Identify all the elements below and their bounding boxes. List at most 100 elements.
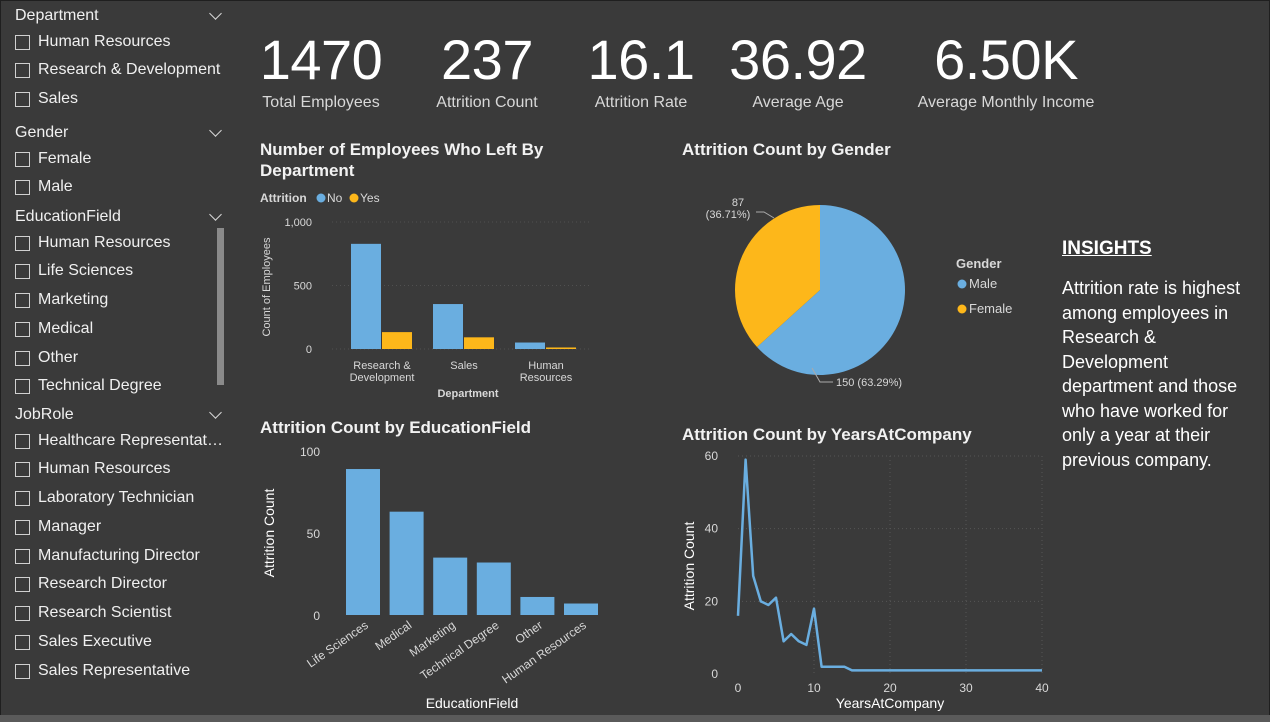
- checkbox[interactable]: [15, 235, 30, 251]
- slicer-item-department-rnd[interactable]: Research & Development: [15, 59, 225, 81]
- slicer-item-jobrole-lab[interactable]: Laboratory Technician: [15, 487, 225, 509]
- legend-marker-yes[interactable]: [349, 193, 359, 203]
- legend-marker-no[interactable]: [316, 193, 326, 203]
- checkbox[interactable]: [15, 378, 30, 394]
- pie-slice-female[interactable]: [735, 205, 820, 348]
- x-tick-label: Research &: [353, 360, 411, 372]
- checkbox[interactable]: [15, 461, 30, 477]
- kpi-total-employees: 1470 Total Employees: [246, 32, 396, 112]
- pie-slice-male[interactable]: [756, 205, 905, 375]
- jobrole-slicer-header[interactable]: JobRole: [15, 404, 225, 426]
- slicer-item-education-other[interactable]: Other: [15, 347, 225, 369]
- data-label-male: 150 (63.29%): [836, 377, 902, 389]
- bar[interactable]: [564, 603, 598, 615]
- checkbox[interactable]: [15, 663, 30, 679]
- checkbox[interactable]: [15, 350, 30, 366]
- checkbox[interactable]: [15, 263, 30, 279]
- series-line[interactable]: [736, 458, 1042, 672]
- x-tick-label: Life Sciences: [304, 618, 370, 670]
- department-slicer-header[interactable]: Department: [15, 5, 225, 27]
- bottom-scrollbar[interactable]: [0, 715, 1270, 722]
- gender-slicer-header[interactable]: Gender: [15, 122, 225, 144]
- x-tick-label: 30: [959, 681, 973, 695]
- bar-yes[interactable]: [464, 337, 494, 349]
- gender-slicer-title: Gender: [15, 124, 69, 141]
- slicer-item-gender-male[interactable]: Male: [15, 176, 225, 198]
- kpi-value: 1470: [259, 28, 383, 91]
- bar-no[interactable]: [433, 304, 463, 349]
- legend-title: Gender: [956, 256, 1002, 271]
- legend-label-male[interactable]: Male: [969, 276, 997, 291]
- slicer-item-education-medical[interactable]: Medical: [15, 318, 225, 340]
- bar-no[interactable]: [351, 243, 381, 349]
- education-chart-title: Attrition Count by EducationField: [260, 418, 532, 437]
- bar-no[interactable]: [515, 342, 545, 349]
- dept-chart-title: Number of Employees Who Left By Departme…: [260, 140, 544, 180]
- legend-label-female[interactable]: Female: [969, 301, 1012, 316]
- slicer-item-jobrole-rdirector[interactable]: Research Director: [15, 573, 225, 595]
- checkbox[interactable]: [15, 634, 30, 650]
- legend-marker-male[interactable]: [957, 279, 967, 289]
- slicer-item-jobrole-healthcare[interactable]: Healthcare Representative: [15, 430, 225, 452]
- checkbox[interactable]: [15, 433, 30, 449]
- slicer-item-jobrole-rscientist[interactable]: Research Scientist: [15, 602, 225, 624]
- education-slicer-scrollbar[interactable]: [217, 228, 224, 385]
- slicer-item-label: Medical: [38, 320, 94, 337]
- slicer-item-label: Human Resources: [38, 234, 171, 251]
- slicer-item-label: Other: [38, 349, 79, 366]
- checkbox[interactable]: [15, 519, 30, 535]
- y-axis-title: Count of Employees: [261, 237, 273, 337]
- checkbox[interactable]: [15, 91, 30, 107]
- checkbox[interactable]: [15, 321, 30, 337]
- slicer-item-education-technical[interactable]: Technical Degree: [15, 375, 225, 397]
- bar[interactable]: [389, 511, 424, 615]
- bar-yes[interactable]: [382, 332, 412, 349]
- bar[interactable]: [520, 596, 555, 615]
- x-tick-label: Technical Degree: [418, 618, 502, 683]
- slicer-item-jobrole-srep[interactable]: Sales Representative: [15, 660, 225, 682]
- bar[interactable]: [433, 557, 468, 615]
- bar[interactable]: [476, 562, 511, 615]
- slicer-item-jobrole-sexec[interactable]: Sales Executive: [15, 631, 225, 653]
- slicer-item-department-sales[interactable]: Sales: [15, 88, 225, 110]
- slicer-item-label: Female: [38, 150, 92, 167]
- slicer-item-label: Laboratory Technician: [38, 489, 195, 506]
- bar[interactable]: [346, 469, 380, 615]
- chevron-down-icon[interactable]: [206, 125, 226, 141]
- education-slicer-header[interactable]: EducationField: [15, 206, 225, 228]
- checkbox[interactable]: [15, 179, 30, 195]
- checkbox[interactable]: [15, 292, 30, 308]
- bar-yes[interactable]: [546, 347, 576, 349]
- kpi-value: 36.92: [729, 28, 867, 91]
- y-tick-label: 60: [705, 449, 719, 463]
- checkbox[interactable]: [15, 62, 30, 78]
- checkbox[interactable]: [15, 548, 30, 564]
- checkbox[interactable]: [15, 34, 30, 50]
- chevron-down-icon[interactable]: [206, 407, 226, 423]
- slicer-item-education-life[interactable]: Life Sciences: [15, 260, 225, 282]
- legend-label-yes[interactable]: Yes: [360, 191, 380, 205]
- slicer-item-education-marketing[interactable]: Marketing: [15, 289, 225, 311]
- checkbox[interactable]: [15, 151, 30, 167]
- insights-heading: INSIGHTS: [1062, 238, 1152, 259]
- slicer-item-jobrole-manager[interactable]: Manager: [15, 516, 225, 538]
- checkbox[interactable]: [15, 605, 30, 621]
- leader-line-male: [811, 367, 833, 383]
- slicer-item-label: Marketing: [38, 291, 109, 308]
- slicer-item-jobrole-mfg[interactable]: Manufacturing Director: [15, 545, 225, 567]
- checkbox[interactable]: [15, 490, 30, 506]
- slicer-item-jobrole-hr[interactable]: Human Resources: [15, 458, 225, 480]
- chevron-down-icon[interactable]: [206, 8, 226, 24]
- kpi-label: Attrition Count: [436, 94, 538, 111]
- slicer-item-department-hr[interactable]: Human Resources: [15, 31, 225, 53]
- legend-label-no[interactable]: No: [327, 191, 343, 205]
- slicer-item-gender-female[interactable]: Female: [15, 148, 225, 170]
- legend-marker-female[interactable]: [957, 304, 967, 314]
- slicer-item-education-hr[interactable]: Human Resources: [15, 232, 225, 254]
- data-label-female-count: 87: [732, 197, 744, 209]
- chevron-down-icon[interactable]: [206, 209, 226, 225]
- checkbox[interactable]: [15, 576, 30, 592]
- y-tick-label: 500: [294, 281, 312, 293]
